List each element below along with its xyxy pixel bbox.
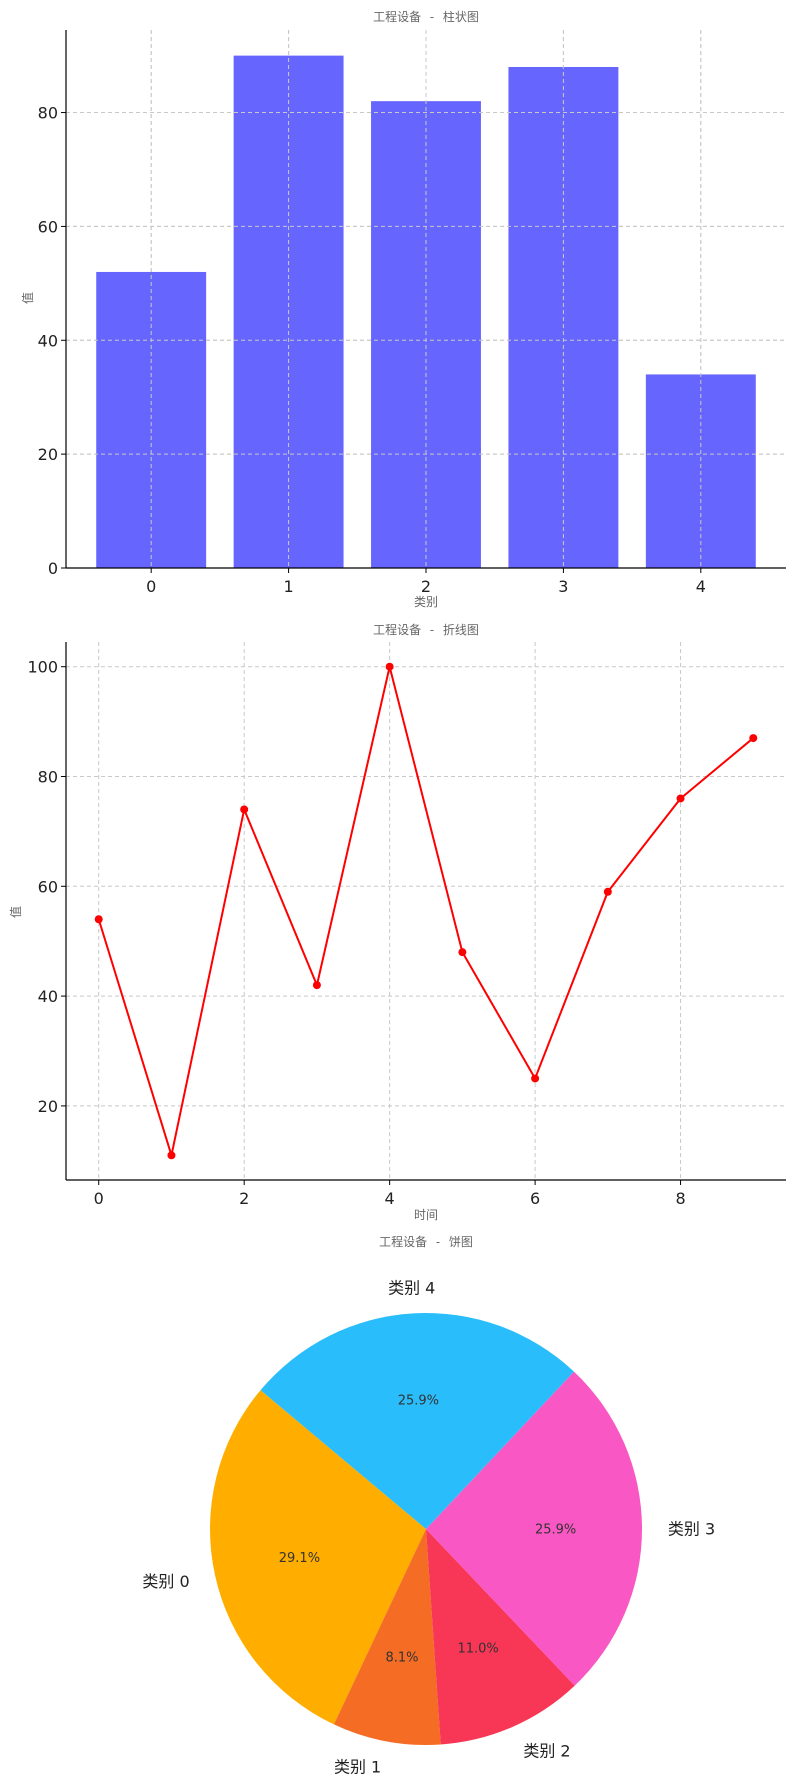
bar-xtick-label: 2	[421, 577, 431, 596]
pie-chart: 工程设备 - 饼图 29.1% 类别 0 8.1% 类别 1 11.0% 类别 2 25.9…	[142, 1234, 715, 1777]
line-point-6	[531, 1074, 540, 1083]
pie-slice-label: 类别 4	[388, 1279, 435, 1298]
bar-xtick-label: 4	[696, 577, 706, 596]
line-chart-grid	[66, 642, 786, 1180]
line-xtick-label: 8	[675, 1189, 685, 1208]
line-xtick-label: 0	[94, 1189, 104, 1208]
line-ytick-label: 40	[38, 987, 58, 1006]
bar-chart-ylabel: 值	[20, 292, 35, 304]
line-point-2	[240, 805, 249, 814]
bar-chart-bars	[66, 30, 786, 569]
pie-chart-slices	[209, 1313, 643, 1745]
pie-slice-2	[426, 1529, 575, 1745]
pie-slice-1	[333, 1529, 441, 1745]
pie-slice-label: 类别 3	[668, 1519, 715, 1538]
bar-chart-title: 工程设备 - 柱状图	[373, 9, 479, 24]
pie-chart-title: 工程设备 - 饼图	[379, 1234, 473, 1249]
bar-xtick-label: 0	[146, 577, 156, 596]
line-series-path	[97, 665, 754, 1157]
pie-chart-labels: 29.1% 类别 0 8.1% 类别 1 11.0% 类别 2 25.9% 类别 3 25.9%…	[142, 1279, 715, 1777]
line-chart-xlabel: 时间	[414, 1208, 438, 1222]
pie-slice-percent: 8.1%	[386, 1650, 419, 1665]
pie-slice-3	[426, 1371, 643, 1686]
pie-slice-percent: 11.0%	[457, 1642, 498, 1657]
pie-slice-4	[260, 1313, 574, 1529]
bar-ytick-label: 40	[38, 331, 58, 350]
bar-ytick-label: 60	[38, 217, 58, 236]
bar-xtick-label: 3	[558, 577, 568, 596]
bar-ytick-label: 0	[48, 559, 58, 578]
line-ytick-label: 60	[38, 877, 58, 896]
line-chart-ticks: 20 40 60 80 100 0 2 4 6 8	[27, 658, 685, 1208]
bar-category-0	[96, 271, 207, 568]
line-point-1	[167, 1151, 176, 1160]
line-point-0	[94, 915, 103, 924]
line-chart-ylabel: 值	[8, 906, 23, 918]
pie-slice-label: 类别 2	[523, 1741, 570, 1760]
bar-chart-ticks: 0 20 40 60 80 0 1 2 3 4	[38, 104, 706, 596]
bar-ytick-label: 20	[38, 445, 58, 464]
bar-xtick-label: 1	[284, 577, 294, 596]
line-point-7	[603, 887, 612, 896]
line-point-5	[458, 948, 467, 957]
line-point-4	[385, 662, 394, 671]
line-xtick-label: 6	[530, 1189, 540, 1208]
line-point-3	[312, 981, 321, 990]
line-point-8	[676, 794, 685, 803]
line-chart-series	[94, 662, 758, 1160]
line-chart: 工程设备 - 折线图 20 40 60 80 100 0 2 4 6 8 时间 值	[8, 622, 786, 1222]
line-chart-axes	[65, 642, 786, 1181]
pie-slice-0	[209, 1390, 426, 1725]
line-xtick-label: 2	[239, 1189, 249, 1208]
line-ytick-label: 20	[38, 1097, 58, 1116]
pie-slice-percent: 25.9%	[398, 1394, 439, 1409]
line-point-9	[749, 734, 758, 743]
pie-slice-label: 类别 1	[334, 1758, 381, 1777]
line-chart-title: 工程设备 - 折线图	[373, 622, 479, 637]
line-xtick-label: 4	[385, 1189, 395, 1208]
pie-slice-percent: 25.9%	[535, 1523, 576, 1538]
bar-chart: 工程设备 - 柱状图 0 20 40 60 80 0 1 2 3 4 类别 值	[20, 9, 786, 609]
bar-chart-xlabel: 类别	[414, 595, 438, 609]
pie-slice-label: 类别 0	[142, 1572, 189, 1591]
line-ytick-label: 80	[38, 768, 58, 787]
pie-slice-percent: 29.1%	[279, 1551, 320, 1566]
bar-ytick-label: 80	[38, 104, 58, 123]
line-ytick-label: 100	[27, 658, 58, 677]
